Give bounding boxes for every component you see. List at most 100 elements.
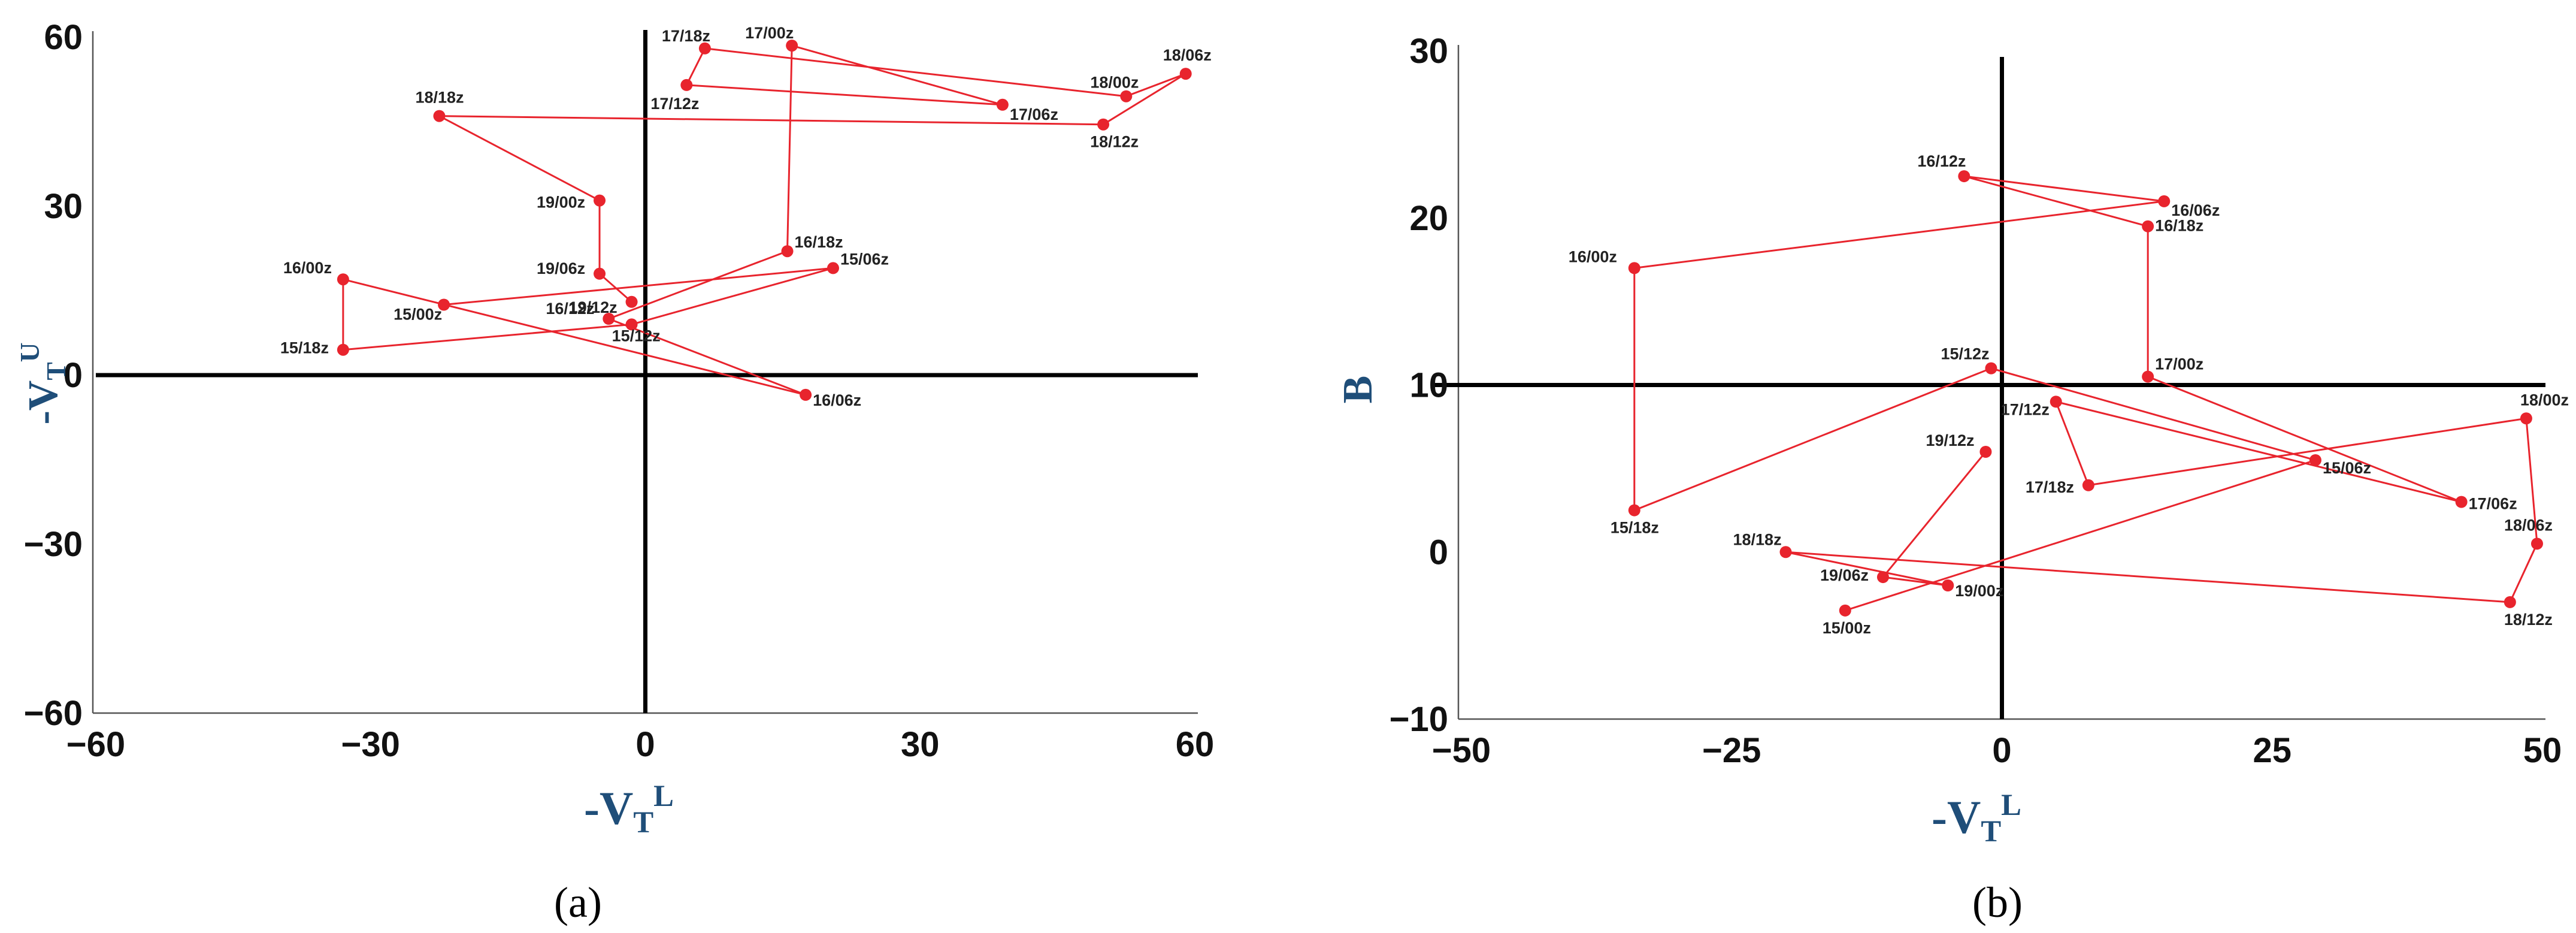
data-point	[2142, 370, 2154, 383]
data-point-label: 17/18z	[662, 27, 710, 45]
y-axis-title-sup: U	[14, 342, 45, 362]
data-point	[2309, 454, 2321, 466]
data-point-label: 15/18z	[1611, 519, 1659, 537]
data-point-label: 15/00z	[393, 306, 442, 324]
data-point	[996, 98, 1009, 111]
panel-label: (b)	[1972, 878, 2023, 926]
x-tick-label: −25	[1702, 731, 1761, 770]
data-point	[2504, 596, 2516, 608]
data-point-label: 17/06z	[1010, 105, 1058, 123]
y-axis-title: B	[1335, 376, 1381, 404]
y-tick-label: 30	[1409, 32, 1448, 71]
x-tick-label: 0	[1992, 731, 2011, 770]
data-point	[433, 110, 446, 122]
data-point-label: 15/00z	[1823, 619, 1871, 637]
x-tick-label: 25	[2253, 731, 2292, 770]
data-point	[827, 262, 839, 274]
y-axis-title-sub: T	[41, 362, 71, 380]
x-axis-title-sup: L	[2001, 788, 2021, 822]
data-point	[1628, 262, 1640, 274]
data-point-label: 18/12z	[2504, 611, 2553, 629]
y-axis-title-base: -V	[20, 381, 66, 425]
trajectory-line	[342, 44, 1187, 396]
data-point-label: 16/18z	[795, 233, 843, 251]
data-point	[1097, 118, 1110, 131]
x-axis-title: -VTL	[584, 779, 674, 839]
data-point	[594, 267, 606, 280]
y-tick-label: 20	[1409, 199, 1448, 238]
data-point-label: 17/00z	[745, 24, 794, 42]
data-point	[1958, 170, 1970, 183]
data-point-label: 16/00z	[1569, 247, 1617, 265]
data-point-label: 18/18z	[415, 89, 464, 107]
data-point	[698, 42, 711, 55]
data-point-label: 17/12z	[2001, 400, 2050, 418]
y-tick-label: 0	[1429, 533, 1448, 572]
data-point	[800, 388, 812, 401]
data-point-label: 16/18z	[2155, 217, 2203, 235]
x-tick-label: −60	[66, 725, 125, 764]
panel-b: −50 −25 0 25 50 −10 0 10 20 30 15/00z 15/06z 15/12z 1…	[1335, 32, 2569, 926]
data-point	[2142, 220, 2154, 233]
data-point	[603, 313, 615, 325]
data-point	[2520, 412, 2532, 425]
data-point	[1985, 362, 1997, 375]
panel-label: (a)	[554, 878, 602, 926]
data-point-label: 18/06z	[2504, 516, 2553, 534]
x-axis-title-base: -V	[584, 782, 633, 834]
data-point-label: 18/18z	[1733, 530, 1782, 548]
data-point-label: 18/00z	[1090, 74, 1139, 92]
data-point	[1979, 446, 1992, 458]
y-axis-title-base: B	[1335, 376, 1381, 404]
data-point	[781, 245, 794, 258]
panel-a: −60 −30 0 30 60 −60 −30 0 30 60 15/00z 15/06z 15/12z…	[14, 18, 1214, 926]
y-tick-label: 10	[1409, 366, 1448, 405]
data-point-label: 19/12z	[1926, 431, 1974, 449]
x-tick-label: 0	[635, 725, 655, 764]
data-point-label: 16/06z	[2171, 201, 2220, 219]
x-tick-label: −50	[1432, 731, 1491, 770]
data-point	[1839, 604, 1851, 617]
data-point	[1120, 90, 1133, 102]
data-point-label: 16/00z	[283, 259, 332, 277]
data-point	[680, 78, 693, 91]
data-point	[438, 298, 450, 311]
x-tick-label: 50	[2523, 731, 2562, 770]
data-point-label: 17/06z	[2469, 495, 2517, 513]
data-point-label: 17/00z	[2155, 355, 2203, 373]
data-point-label: 16/12z	[1917, 152, 1966, 170]
data-point-label: 19/00z	[537, 194, 585, 212]
x-tick-label: 30	[901, 725, 940, 764]
data-point	[1779, 546, 1792, 558]
data-point	[1876, 571, 1889, 584]
data-point-label: 16/12z	[546, 300, 594, 318]
data-point	[625, 295, 638, 308]
data-point-label: 19/00z	[1955, 582, 2003, 600]
data-point	[2455, 496, 2468, 508]
y-tick-label: 60	[44, 18, 83, 57]
data-point	[337, 343, 349, 356]
data-point	[1179, 68, 1192, 80]
x-tick-label: −30	[341, 725, 400, 764]
data-point-label: 19/06z	[1820, 566, 1869, 584]
data-point	[2082, 479, 2094, 491]
y-tick-label: 30	[44, 187, 83, 226]
data-point-label: 17/18z	[2026, 478, 2074, 496]
data-point	[1942, 579, 1954, 591]
data-point-label: 18/06z	[1163, 46, 1212, 64]
data-point-label: 18/00z	[2520, 391, 2569, 409]
data-point-label: 19/12z	[569, 298, 617, 316]
data-point	[1628, 504, 1640, 517]
y-tick-label: −10	[1390, 700, 1448, 739]
x-axis-title: -VTL	[1932, 788, 2021, 848]
x-axis-title-sub: T	[1981, 814, 2001, 848]
data-point	[2530, 538, 2543, 550]
y-tick-label: −30	[24, 525, 83, 564]
data-point	[786, 40, 798, 52]
data-point	[2158, 195, 2171, 207]
data-point-label: 19/06z	[537, 259, 585, 277]
data-point	[594, 194, 606, 207]
data-point-label: 18/12z	[1090, 133, 1139, 151]
data-point	[337, 273, 349, 286]
data-point	[2050, 395, 2062, 408]
